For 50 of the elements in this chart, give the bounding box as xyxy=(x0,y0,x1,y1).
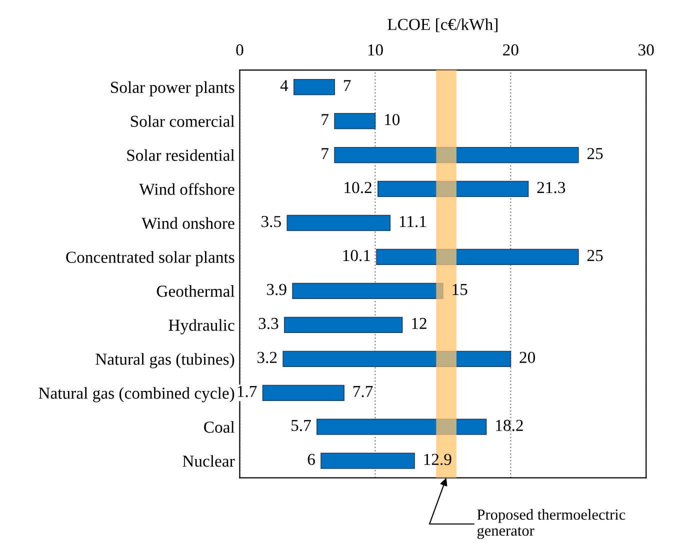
annotation: 11.1 xyxy=(400,216,426,228)
y-tick-label: Coal xyxy=(204,421,235,433)
y-tick-label: Natural gas (tubines) xyxy=(96,353,234,368)
annotation: 25 xyxy=(587,148,603,160)
y-tick-label: Wind onshore xyxy=(142,217,234,230)
annotation: 3.3 xyxy=(258,318,278,330)
bar xyxy=(262,384,344,401)
annotation: 21.3 xyxy=(537,182,566,194)
bar xyxy=(286,214,391,232)
annotation: 3.2 xyxy=(257,352,277,364)
annotation: 10.2 xyxy=(344,182,372,194)
bar xyxy=(284,316,403,333)
annotation: 7 xyxy=(322,114,329,126)
bar xyxy=(334,112,376,130)
bar xyxy=(334,146,579,164)
y-tick-label: Hydraulic xyxy=(168,319,234,334)
bar xyxy=(294,78,335,96)
annotation: 25 xyxy=(587,250,603,262)
annotation: 3.9 xyxy=(266,284,286,296)
y-tick-label: Solar power plants xyxy=(111,81,234,96)
annotation: 3.5 xyxy=(262,216,281,228)
x-tick-label: 20 xyxy=(503,44,518,56)
annotation: 18.2 xyxy=(496,420,523,432)
annotation: 1.7 xyxy=(238,386,257,398)
annotation: 20 xyxy=(520,352,536,364)
y-tick-label: Nuclear xyxy=(182,455,235,467)
annotation: 12 xyxy=(412,318,426,329)
y-tick-label: Concentrated solar plants xyxy=(66,251,234,266)
y-tick-label: Geothermal xyxy=(156,285,235,297)
bar xyxy=(320,452,415,469)
annotation: 7.7 xyxy=(353,386,373,398)
y-tick-label: Wind offshore xyxy=(139,183,234,196)
annotation: 10 xyxy=(384,114,400,126)
annotation: 15 xyxy=(452,284,468,296)
y-tick-label: Solar comercial xyxy=(130,115,235,127)
band-label: Proposed thermoelectric generator xyxy=(477,509,626,539)
annotation: 4 xyxy=(280,80,288,92)
x-tick-label: 30 xyxy=(638,44,654,56)
x-tick-label: 10 xyxy=(368,44,383,56)
bar xyxy=(282,350,512,367)
annotation: 12.9 xyxy=(424,454,452,466)
annotation: 10.1 xyxy=(343,250,370,262)
y-tick-label: Solar residential xyxy=(127,149,235,161)
y-tick-label: Natural gas (combined cycle) xyxy=(38,387,234,402)
annotation: 7 xyxy=(322,148,329,160)
x-axis-title: LCOE [c€/kWh] xyxy=(388,18,498,32)
annotation: 5.7 xyxy=(292,420,311,432)
annotation: 7 xyxy=(344,80,351,92)
annotation: 6 xyxy=(308,454,315,466)
x-tick-label: 0 xyxy=(236,44,244,56)
